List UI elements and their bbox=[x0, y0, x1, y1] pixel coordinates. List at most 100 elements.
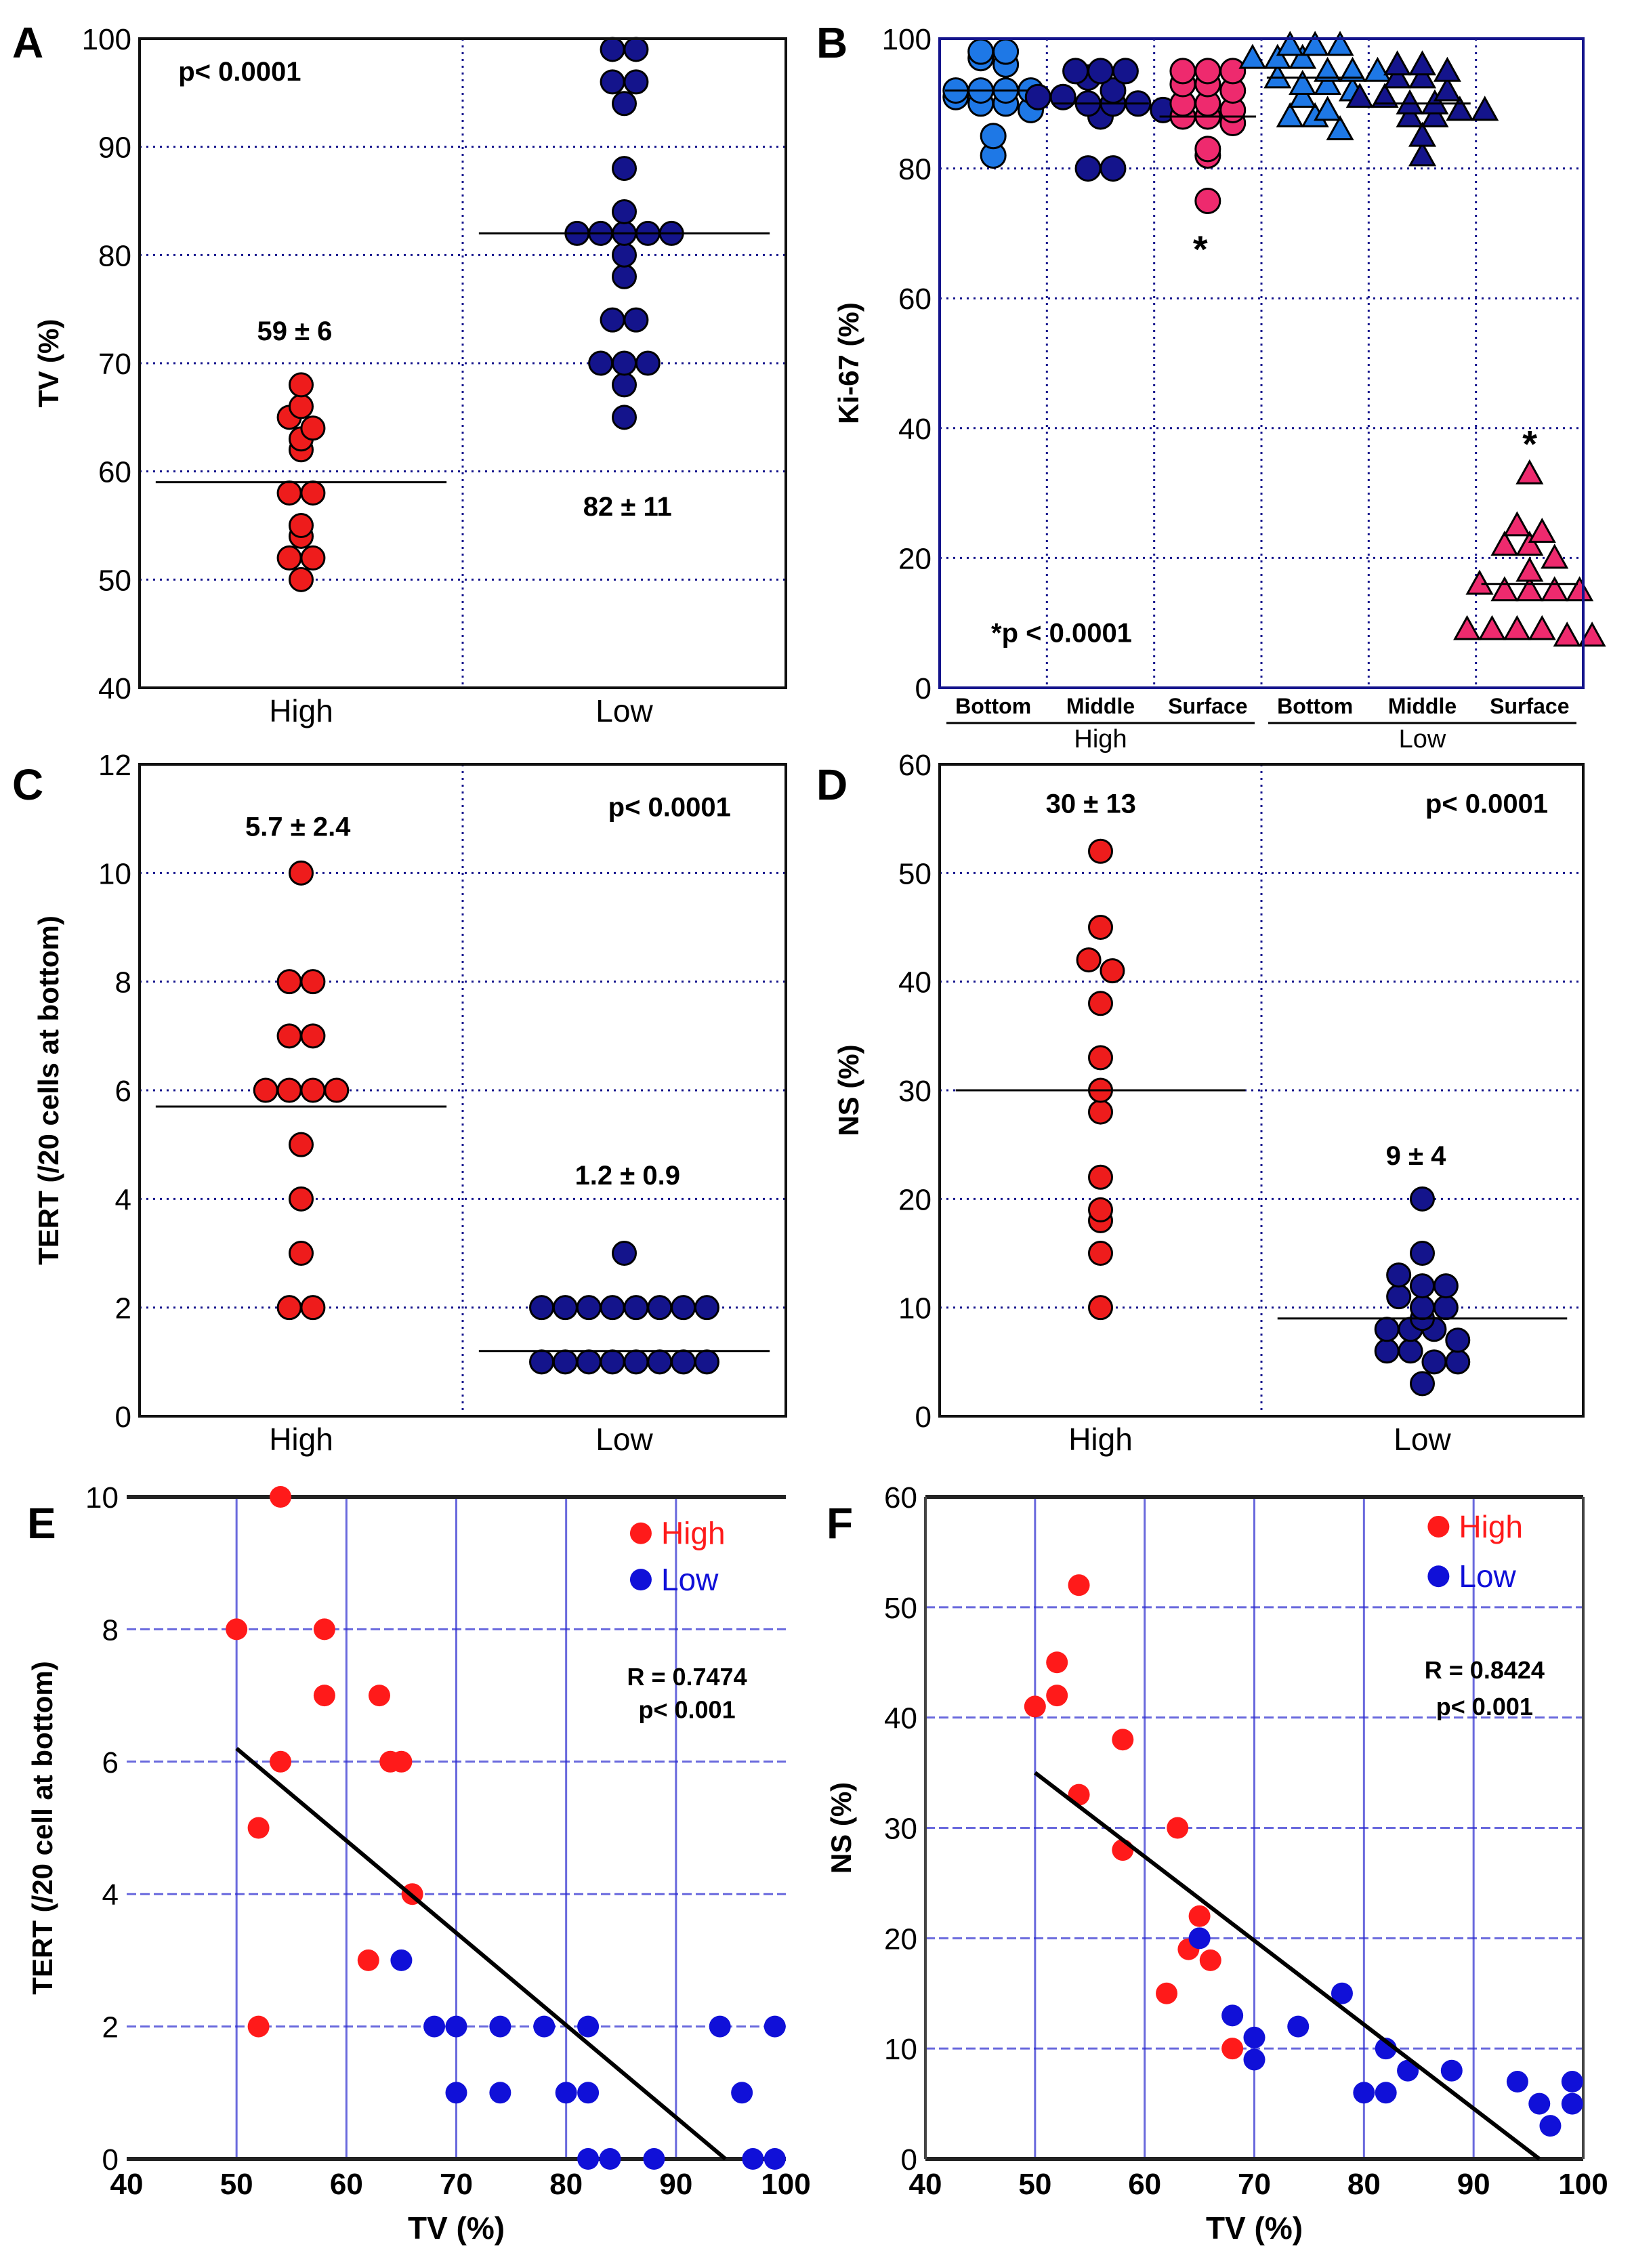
data-point-triangle bbox=[1396, 102, 1424, 127]
data-point bbox=[1410, 1295, 1435, 1321]
legend-marker bbox=[629, 1522, 652, 1544]
data-point bbox=[289, 1241, 314, 1266]
data-point bbox=[576, 1295, 602, 1321]
data-point bbox=[1088, 915, 1113, 940]
data-point-triangle bbox=[1528, 517, 1556, 543]
y-tick-label: 0 bbox=[915, 672, 932, 705]
data-point bbox=[529, 1295, 555, 1321]
data-point bbox=[612, 350, 637, 376]
annotation: R = 0.8424 bbox=[1425, 1656, 1545, 1684]
data-point-triangle bbox=[1363, 56, 1392, 82]
data-point bbox=[671, 1349, 696, 1375]
data-point bbox=[612, 91, 637, 117]
data-point bbox=[612, 199, 637, 224]
x-tick-label: 90 bbox=[1457, 2168, 1490, 2201]
panel-E: E 0 2 4 6 8 10 TERT (/20 cell at bottom) 40 50 60 7… bbox=[26, 1481, 811, 2246]
data-point bbox=[612, 242, 637, 268]
data-point-high bbox=[247, 1817, 270, 1839]
data-point bbox=[289, 394, 314, 419]
annotation: R = 0.7474 bbox=[627, 1663, 747, 1691]
significance-asterisk: * bbox=[1522, 423, 1537, 466]
data-point-low bbox=[577, 2148, 600, 2170]
data-point bbox=[1433, 1295, 1459, 1321]
data-point bbox=[1386, 1262, 1412, 1288]
data-point-low bbox=[763, 2015, 786, 2038]
data-point bbox=[1374, 1317, 1400, 1342]
data-point-triangle bbox=[1433, 76, 1461, 102]
data-point bbox=[1421, 1349, 1447, 1375]
data-point bbox=[289, 513, 314, 538]
data-point-low bbox=[599, 2148, 621, 2170]
panel-letter: A bbox=[12, 18, 43, 67]
data-point-triangle bbox=[1503, 511, 1531, 537]
data-point-low bbox=[1221, 2004, 1244, 2027]
data-point bbox=[1088, 991, 1113, 1016]
y-tick-label: 40 bbox=[884, 1702, 917, 1735]
data-point bbox=[1100, 155, 1127, 182]
data-point-triangle bbox=[1338, 56, 1367, 82]
data-point bbox=[1445, 1349, 1471, 1375]
data-point-triangle bbox=[1263, 43, 1292, 69]
data-point-triangle bbox=[1263, 63, 1292, 89]
data-point-triangle bbox=[1446, 96, 1474, 121]
y-tick-label: 60 bbox=[884, 1481, 917, 1514]
data-point-triangle bbox=[1289, 83, 1317, 108]
data-point-high bbox=[390, 1750, 413, 1773]
y-tick-label: 60 bbox=[898, 283, 932, 316]
y-axis-label: Ki-67 (%) bbox=[833, 302, 864, 424]
y-tick-label: 60 bbox=[898, 749, 932, 782]
data-point bbox=[1194, 58, 1221, 85]
data-point bbox=[1088, 1197, 1113, 1222]
panel-B: B 0 20 40 60 80 100 Ki-67 (%) Bottom Middle Surfac… bbox=[816, 18, 1606, 754]
data-point-low bbox=[577, 2082, 600, 2104]
data-point bbox=[1194, 136, 1221, 163]
group-label: Low bbox=[1399, 725, 1446, 754]
data-point-triangle bbox=[1276, 30, 1304, 56]
y-tick-label: 70 bbox=[98, 348, 131, 381]
significance-asterisk: * bbox=[1193, 228, 1208, 270]
data-point bbox=[1074, 155, 1102, 182]
data-point-low bbox=[1528, 2092, 1551, 2115]
data-point-low bbox=[1331, 1982, 1353, 2004]
y-tick-label: 40 bbox=[898, 413, 932, 446]
data-point bbox=[300, 1295, 326, 1321]
panel-letter: C bbox=[12, 760, 43, 809]
y-tick-label: 8 bbox=[102, 1613, 119, 1647]
data-point bbox=[289, 372, 314, 398]
data-point bbox=[289, 566, 314, 592]
x-tick-label: 70 bbox=[1238, 2168, 1271, 2201]
data-point-triangle bbox=[1541, 543, 1569, 569]
data-point-triangle bbox=[1408, 63, 1437, 89]
y-tick-label: 80 bbox=[898, 153, 932, 186]
data-point-triangle bbox=[1490, 531, 1519, 556]
data-point-triangle bbox=[1408, 141, 1437, 167]
y-tick-label: 100 bbox=[882, 23, 932, 56]
data-point bbox=[552, 1295, 578, 1321]
x-tick-label: 70 bbox=[440, 2168, 473, 2201]
data-point bbox=[276, 480, 302, 506]
y-tick-label: 100 bbox=[82, 23, 131, 56]
y-tick-label: 10 bbox=[898, 1292, 932, 1325]
plot-frame bbox=[138, 763, 787, 1418]
data-point-low bbox=[1506, 2071, 1528, 2093]
data-point-high bbox=[1068, 1574, 1090, 1596]
data-point bbox=[1076, 947, 1102, 973]
data-point-triangle bbox=[1289, 69, 1317, 95]
data-point-triangle bbox=[1396, 89, 1424, 115]
data-point-low bbox=[390, 1949, 413, 1971]
x-tick-label: 80 bbox=[549, 2168, 583, 2201]
annotation: 30 ± 13 bbox=[1046, 789, 1136, 819]
data-point bbox=[600, 1349, 625, 1375]
category-label: Surface bbox=[1490, 694, 1569, 718]
plot-frame bbox=[938, 763, 1585, 1418]
data-point-triangle bbox=[1345, 83, 1374, 108]
y-axis-label: NS (%) bbox=[833, 1044, 864, 1136]
data-point-high bbox=[1156, 1982, 1178, 2004]
y-tick-label: 4 bbox=[102, 1878, 119, 1912]
y-tick-label: 80 bbox=[98, 239, 131, 272]
data-point-triangle bbox=[1528, 615, 1556, 640]
x-tick-label: 60 bbox=[330, 2168, 363, 2201]
category-label: Bottom bbox=[1277, 694, 1353, 718]
data-point-low bbox=[1561, 2092, 1583, 2115]
data-point-low bbox=[1440, 2059, 1463, 2082]
